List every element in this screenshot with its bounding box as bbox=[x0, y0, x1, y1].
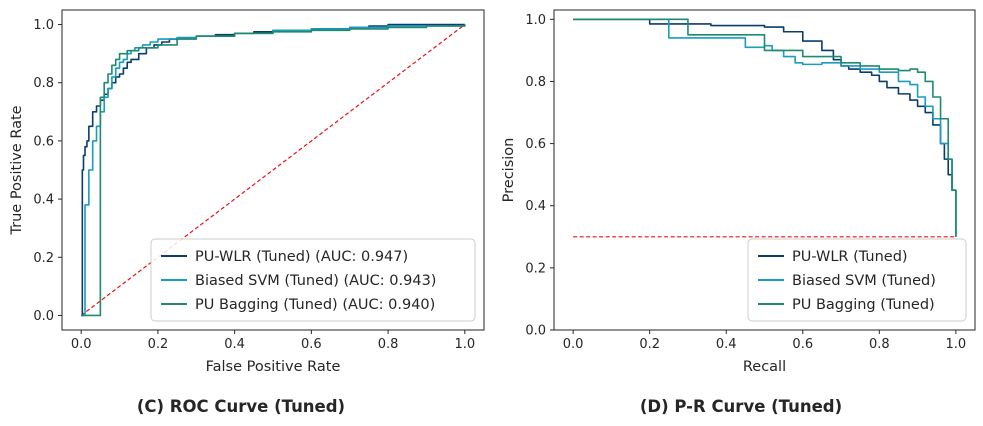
series-line-2 bbox=[573, 18, 957, 237]
legend-box bbox=[150, 238, 476, 322]
axes-frame bbox=[61, 9, 485, 331]
y-tick-label: 0.6 bbox=[33, 134, 54, 149]
y-tick-label: 0.2 bbox=[525, 261, 546, 276]
y-tick-label: 0.4 bbox=[33, 193, 54, 208]
x-tick-label: 0.8 bbox=[869, 337, 890, 352]
x-tick-label: 0.4 bbox=[716, 337, 737, 352]
y-tick-label: 0.0 bbox=[525, 324, 546, 339]
y-axis-label: True Positive Rate bbox=[9, 105, 25, 235]
x-axis-label: Recall bbox=[743, 359, 786, 375]
axes-frame bbox=[553, 9, 976, 331]
x-tick-label: 0.2 bbox=[148, 337, 169, 352]
chart-caption: (C) ROC Curve (Tuned) bbox=[137, 397, 345, 416]
legend: PU-WLR (Tuned) Biased SVM (Tuned) PU Baggi… bbox=[747, 238, 967, 322]
chart-caption: (D) P-R Curve (Tuned) bbox=[640, 397, 842, 416]
y-tick-label: 1.0 bbox=[525, 13, 546, 28]
x-tick-label: 0.8 bbox=[378, 337, 399, 352]
x-axis-label: False Positive Rate bbox=[206, 359, 341, 375]
y-tick-label: 0.6 bbox=[525, 137, 546, 152]
legend-entry: PU Bagging (Tuned) bbox=[792, 297, 935, 313]
y-tick-label: 0.2 bbox=[33, 251, 54, 266]
legend-entry: PU Bagging (Tuned) (AUC: 0.940) bbox=[195, 297, 435, 313]
legend-entry: Biased SVM (Tuned) (AUC: 0.943) bbox=[195, 273, 436, 289]
x-tick-label: 0.4 bbox=[224, 337, 245, 352]
y-tick-label: 0.8 bbox=[525, 75, 546, 90]
y-tick-label: 0.0 bbox=[33, 309, 54, 324]
chart-pr: 0.0 0.2 0.4 0.6 0.8 1.0 0.0 0.2 0.4 0.6 0.8 1.0 Reca… bbox=[501, 9, 976, 416]
x-tick-label: 1.0 bbox=[946, 337, 967, 352]
y-tick-label: 0.8 bbox=[33, 76, 54, 91]
series-line-0 bbox=[573, 18, 957, 237]
legend-entry: PU-WLR (Tuned) (AUC: 0.947) bbox=[195, 249, 408, 265]
x-tick-label: 0.6 bbox=[792, 337, 813, 352]
legend-box bbox=[747, 238, 967, 322]
y-tick-label: 1.0 bbox=[33, 18, 54, 33]
legend-entry: PU-WLR (Tuned) bbox=[792, 249, 908, 265]
legend: PU-WLR (Tuned) (AUC: 0.947) Biased SVM (T… bbox=[150, 238, 476, 322]
y-axis-label: Precision bbox=[501, 138, 517, 203]
x-tick-label: 1.0 bbox=[454, 337, 475, 352]
legend-entry: Biased SVM (Tuned) bbox=[792, 273, 936, 289]
x-tick-label: 0.2 bbox=[639, 337, 660, 352]
x-tick-label: 0.0 bbox=[71, 337, 92, 352]
series-line-1 bbox=[573, 18, 957, 237]
chart-roc: 0.0 0.2 0.4 0.6 0.8 1.0 0.0 0.2 0.4 0.6 0.8 1.0 Fals… bbox=[9, 9, 485, 416]
x-tick-label: 0.6 bbox=[301, 337, 322, 352]
y-tick-label: 0.4 bbox=[525, 199, 546, 214]
series-line-2 bbox=[81, 24, 466, 317]
x-tick-label: 0.0 bbox=[563, 337, 584, 352]
reference-line bbox=[80, 24, 466, 316]
